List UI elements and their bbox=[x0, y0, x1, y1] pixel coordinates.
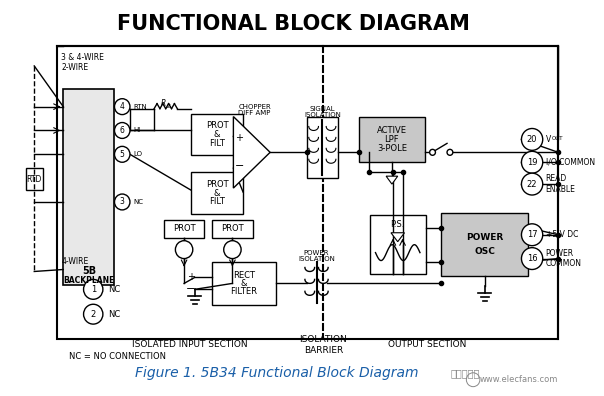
Bar bbox=[164, 220, 204, 238]
Text: ACTIVE: ACTIVE bbox=[377, 126, 407, 135]
Bar bbox=[359, 116, 425, 162]
Text: Z: Z bbox=[167, 104, 170, 109]
Polygon shape bbox=[233, 116, 270, 188]
Bar bbox=[442, 213, 528, 276]
Text: NC: NC bbox=[134, 199, 144, 205]
Text: FILTER: FILTER bbox=[231, 287, 257, 296]
Text: P.S.: P.S. bbox=[391, 220, 405, 229]
Circle shape bbox=[466, 373, 480, 386]
Bar bbox=[370, 215, 426, 274]
Text: 1: 1 bbox=[91, 285, 96, 294]
Circle shape bbox=[115, 122, 130, 139]
Bar bbox=[25, 168, 43, 190]
Text: −: − bbox=[186, 284, 196, 294]
Circle shape bbox=[521, 248, 543, 270]
Circle shape bbox=[83, 280, 103, 299]
Circle shape bbox=[115, 99, 130, 114]
Circle shape bbox=[83, 304, 103, 324]
Text: +: + bbox=[187, 272, 195, 282]
Text: NC = NO CONNECTION: NC = NO CONNECTION bbox=[69, 352, 166, 362]
Text: POWER: POWER bbox=[304, 249, 329, 255]
Polygon shape bbox=[386, 176, 397, 184]
Text: ISOLATION
BARRIER: ISOLATION BARRIER bbox=[300, 335, 347, 355]
Bar bbox=[191, 114, 243, 155]
Text: POWER
COMMON: POWER COMMON bbox=[545, 249, 582, 268]
Text: DIFF AMP: DIFF AMP bbox=[239, 110, 271, 116]
Bar bbox=[212, 261, 276, 305]
Text: 16: 16 bbox=[527, 254, 538, 263]
Text: READ
ENABLE: READ ENABLE bbox=[545, 174, 576, 194]
Text: +: + bbox=[235, 133, 243, 143]
Text: RTN: RTN bbox=[134, 104, 147, 110]
Circle shape bbox=[447, 149, 453, 155]
Text: FILT: FILT bbox=[209, 198, 225, 206]
Text: ISOLATION: ISOLATION bbox=[298, 255, 335, 262]
Text: 3: 3 bbox=[120, 198, 124, 206]
Text: 19: 19 bbox=[527, 158, 538, 167]
Text: OUT: OUT bbox=[551, 136, 563, 141]
Text: 6: 6 bbox=[120, 126, 124, 135]
Text: &: & bbox=[214, 130, 220, 139]
Text: POWER: POWER bbox=[466, 233, 503, 242]
Text: Figure 1. 5B34 Functional Block Diagram: Figure 1. 5B34 Functional Block Diagram bbox=[135, 366, 419, 380]
Text: 4: 4 bbox=[120, 102, 124, 111]
Text: R: R bbox=[161, 99, 167, 108]
Text: BACKPLANE: BACKPLANE bbox=[63, 276, 115, 285]
Circle shape bbox=[223, 241, 241, 259]
Text: &: & bbox=[241, 279, 247, 288]
Text: OUTPUT SECTION: OUTPUT SECTION bbox=[388, 341, 466, 349]
Text: OSC: OSC bbox=[474, 247, 495, 256]
Bar bbox=[57, 46, 558, 339]
Circle shape bbox=[175, 241, 193, 259]
Text: 2-WIRE: 2-WIRE bbox=[62, 63, 88, 72]
Circle shape bbox=[115, 147, 130, 162]
Text: I/O COMMON: I/O COMMON bbox=[545, 158, 595, 167]
Text: RTD: RTD bbox=[27, 175, 42, 184]
Text: PROT: PROT bbox=[173, 224, 196, 233]
Text: 5B: 5B bbox=[82, 267, 96, 276]
Circle shape bbox=[521, 224, 543, 246]
Text: HI: HI bbox=[134, 128, 141, 133]
Text: V: V bbox=[545, 135, 551, 144]
Text: 2: 2 bbox=[91, 310, 96, 319]
Circle shape bbox=[429, 149, 435, 155]
Text: 5: 5 bbox=[120, 150, 124, 159]
Bar bbox=[212, 220, 252, 238]
Text: FILT: FILT bbox=[209, 139, 225, 148]
Text: 20: 20 bbox=[527, 135, 538, 144]
Circle shape bbox=[521, 128, 543, 150]
Circle shape bbox=[115, 194, 130, 210]
Polygon shape bbox=[391, 233, 405, 242]
Text: RECT: RECT bbox=[233, 271, 255, 280]
Text: &: & bbox=[214, 188, 220, 198]
Text: +5 V DC: +5 V DC bbox=[545, 230, 578, 239]
Text: FUNCTIONAL BLOCK DIAGRAM: FUNCTIONAL BLOCK DIAGRAM bbox=[117, 14, 470, 34]
Text: 4-WIRE: 4-WIRE bbox=[62, 257, 89, 266]
Text: SIGNAL: SIGNAL bbox=[309, 106, 335, 112]
Text: PROT: PROT bbox=[205, 180, 228, 188]
Text: www.elecfans.com: www.elecfans.com bbox=[480, 375, 558, 384]
Text: −: − bbox=[234, 161, 244, 171]
Bar bbox=[191, 172, 243, 214]
Text: 电子发烧网: 电子发烧网 bbox=[451, 368, 480, 378]
Text: 17: 17 bbox=[527, 230, 538, 239]
Bar bbox=[307, 116, 338, 178]
Bar bbox=[63, 89, 115, 286]
Text: 3-POLE: 3-POLE bbox=[377, 144, 407, 153]
Text: ISOLATION: ISOLATION bbox=[304, 112, 341, 118]
Text: 3 & 4-WIRE: 3 & 4-WIRE bbox=[62, 53, 104, 62]
Text: PROT: PROT bbox=[205, 121, 228, 130]
Circle shape bbox=[521, 173, 543, 195]
Text: PROT: PROT bbox=[221, 224, 244, 233]
Text: CHOPPER: CHOPPER bbox=[239, 104, 271, 110]
Text: NC: NC bbox=[108, 285, 120, 294]
Text: 22: 22 bbox=[527, 180, 538, 188]
Circle shape bbox=[521, 151, 543, 173]
Text: LPF: LPF bbox=[385, 135, 399, 144]
Text: NC: NC bbox=[108, 310, 120, 319]
Text: LO: LO bbox=[134, 151, 143, 157]
Text: ISOLATED INPUT SECTION: ISOLATED INPUT SECTION bbox=[132, 341, 248, 349]
